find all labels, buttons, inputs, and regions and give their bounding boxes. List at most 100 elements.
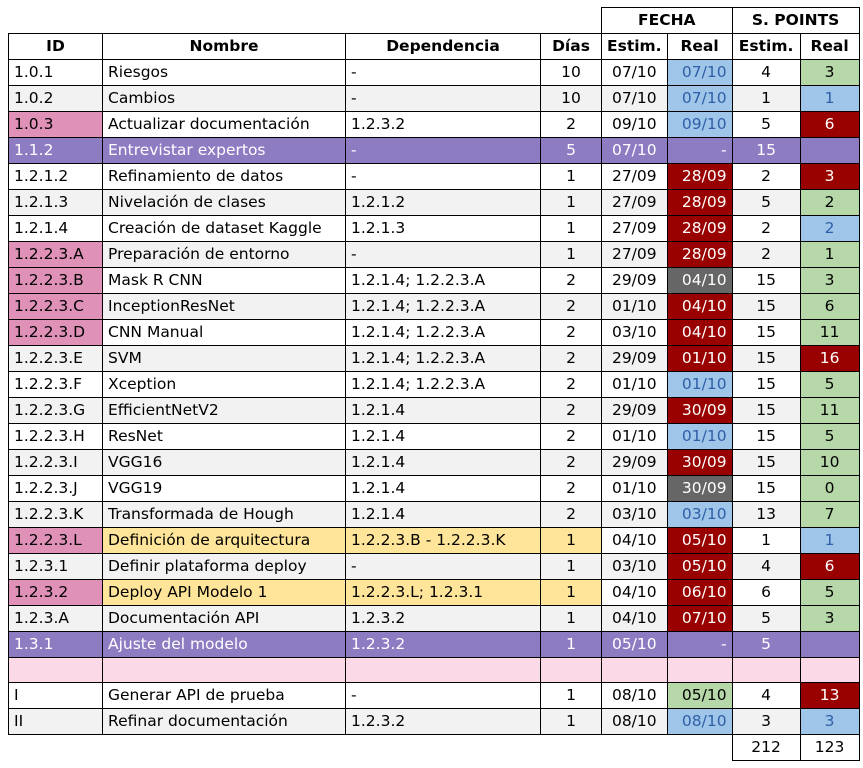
- cell-fecha-real: 05/10: [666, 553, 733, 580]
- cell-dependencia: -: [345, 85, 541, 112]
- total-sp-real: 123: [799, 734, 860, 761]
- cell-fecha-estim: 04/10: [601, 579, 668, 606]
- cell-dependencia: 1.2.3.2: [345, 605, 541, 632]
- cell-dependencia: -: [345, 682, 541, 709]
- cell-sp-real: 16: [799, 345, 860, 372]
- cell-sp-estim: 15: [731, 423, 801, 450]
- cell-fecha-estim: 03/10: [601, 501, 668, 528]
- table-row: 1.2.2.3.E SVM 1.2.1.4; 1.2.2.3.A 2 29/09 01/1…: [8, 345, 860, 372]
- cell-nombre: ResNet: [102, 423, 346, 450]
- cell-dias: 2: [540, 293, 602, 320]
- cell-sp-estim: 2: [731, 163, 801, 190]
- cell-fecha-estim: 29/09: [601, 345, 668, 372]
- cell-nombre: Ajuste del modelo: [102, 631, 346, 658]
- table-row: 1.2.2.3.J VGG19 1.2.1.4 2 01/10 30/09 15 0: [8, 475, 860, 502]
- table-row: II Refinar documentación 1.2.3.2 1 08/10 08/1…: [8, 708, 860, 735]
- cell-fecha-real: 28/09: [666, 189, 733, 216]
- table-footer: 212 123: [9, 734, 860, 761]
- cell-fecha-estim: 27/09: [601, 189, 668, 216]
- cell-dias: 2: [540, 475, 602, 502]
- cell-dias: 2: [540, 111, 602, 138]
- cell-sp-real: 5: [799, 371, 860, 398]
- table-row: 1.2.2.3.B Mask R CNN 1.2.1.4; 1.2.2.3.A 2 29…: [8, 267, 860, 294]
- cell-nombre: Entrevistar expertos: [102, 137, 346, 164]
- cell-fecha-real: 30/09: [666, 475, 733, 502]
- cell-dias: 1: [540, 553, 602, 580]
- col-header-dias: Días: [540, 33, 602, 60]
- cell-sp-real: 2: [799, 189, 860, 216]
- cell-sp-real: 5: [799, 423, 860, 450]
- col-header-sp-real: Real: [799, 33, 860, 60]
- cell-id: 1.2.2.3.C: [8, 293, 103, 320]
- cell-sp-estim: 2: [731, 241, 801, 268]
- cell-fecha-real: 04/10: [666, 293, 733, 320]
- cell-id: 1.2.2.3.A: [8, 241, 103, 268]
- cell-id: 1.2.2.3.E: [8, 345, 103, 372]
- cell-sp-estim: 4: [731, 682, 801, 709]
- cell-dias: 10: [540, 85, 602, 112]
- cell-dependencia: 1.2.2.3.B - 1.2.2.3.K: [345, 527, 541, 554]
- cell-id: 1.0.2: [8, 85, 103, 112]
- cell-dependencia: 1.2.2.3.L; 1.2.3.1: [345, 579, 541, 606]
- cell-id: 1.2.1.3: [8, 189, 103, 216]
- table-row: 1.0.1 Riesgos -10 07/10 07/10 4 3: [8, 59, 860, 86]
- cell-nombre: Riesgos: [102, 59, 346, 86]
- cell-dias: 1: [540, 189, 602, 216]
- table-row: 1.2.2.3.F Xception 1.2.1.4; 1.2.2.3.A 2 01/1…: [8, 371, 860, 398]
- cell-sp-real: 11: [799, 319, 860, 346]
- cell-fecha-real: 04/10: [666, 267, 733, 294]
- cell-dias: [540, 657, 602, 683]
- table-row: 1.0.3 Actualizar documentación 1.2.3.2 2 09/…: [8, 111, 860, 138]
- cell-sp-real: 2: [799, 215, 860, 242]
- cell-dias: 1: [540, 215, 602, 242]
- cell-sp-real: 3: [799, 605, 860, 632]
- cell-dependencia: [345, 657, 541, 683]
- col-header-sp-estim: Estim.: [731, 33, 801, 60]
- cell-sp-estim: 1: [731, 527, 801, 554]
- column-header-row: ID Nombre Dependencia Días Estim. Real E…: [8, 33, 860, 60]
- fecha-group-header: FECHA: [601, 7, 733, 34]
- cell-nombre: Actualizar documentación: [102, 111, 346, 138]
- cell-id: 1.2.2.3.K: [8, 501, 103, 528]
- col-header-fecha-estim: Estim.: [601, 33, 668, 60]
- cell-fecha-real: [666, 657, 733, 683]
- table-row: 1.2.2.3.K Transformada de Hough 1.2.1.4 2 03…: [8, 501, 860, 528]
- cell-nombre: VGG19: [102, 475, 346, 502]
- cell-fecha-estim: 01/10: [601, 293, 668, 320]
- cell-id: 1.3.1: [8, 631, 103, 658]
- cell-sp-real: 1: [799, 85, 860, 112]
- cell-fecha-real: 01/10: [666, 345, 733, 372]
- cell-dependencia: 1.2.1.4; 1.2.2.3.A: [345, 293, 541, 320]
- cell-fecha-estim: 07/10: [601, 137, 668, 164]
- cell-sp-real: [799, 631, 860, 658]
- cell-dias: 1: [540, 579, 602, 606]
- cell-fecha-estim: 04/10: [601, 527, 668, 554]
- cell-fecha-estim: 29/09: [601, 449, 668, 476]
- cell-sp-real: 1: [799, 527, 860, 554]
- cell-dias: 10: [540, 59, 602, 86]
- table-row: 1.2.2.3.H ResNet 1.2.1.4 2 01/10 01/10 15 5: [8, 423, 860, 450]
- spoints-group-header: S. POINTS: [731, 7, 860, 34]
- cell-nombre: EfficientNetV2: [102, 397, 346, 424]
- cell-fecha-estim: 29/09: [601, 267, 668, 294]
- cell-id: 1.2.2.3.B: [8, 267, 103, 294]
- cell-sp-real: [799, 657, 860, 683]
- cell-nombre: Transformada de Hough: [102, 501, 346, 528]
- col-header-dependencia: Dependencia: [345, 33, 541, 60]
- table-row: 1.2.2.3.C InceptionResNet 1.2.1.4; 1.2.2.3…: [8, 293, 860, 320]
- cell-fecha-real: 07/10: [666, 85, 733, 112]
- cell-dependencia: 1.2.1.4: [345, 449, 541, 476]
- cell-dias: 1: [540, 708, 602, 735]
- cell-sp-real: 7: [799, 501, 860, 528]
- cell-sp-estim: 15: [731, 137, 801, 164]
- cell-sp-estim: 15: [731, 293, 801, 320]
- cell-fecha-real: 28/09: [666, 241, 733, 268]
- cell-dependencia: 1.2.1.4: [345, 501, 541, 528]
- cell-dias: 5: [540, 137, 602, 164]
- cell-fecha-real: 05/10: [666, 527, 733, 554]
- cell-dependencia: 1.2.1.4; 1.2.2.3.A: [345, 371, 541, 398]
- cell-sp-estim: 1: [731, 85, 801, 112]
- table-row: 1.2.1.2 Refinamiento de datos -1 27/09 28/09…: [8, 163, 860, 190]
- cell-nombre: Cambios: [102, 85, 346, 112]
- table-row: [8, 657, 860, 683]
